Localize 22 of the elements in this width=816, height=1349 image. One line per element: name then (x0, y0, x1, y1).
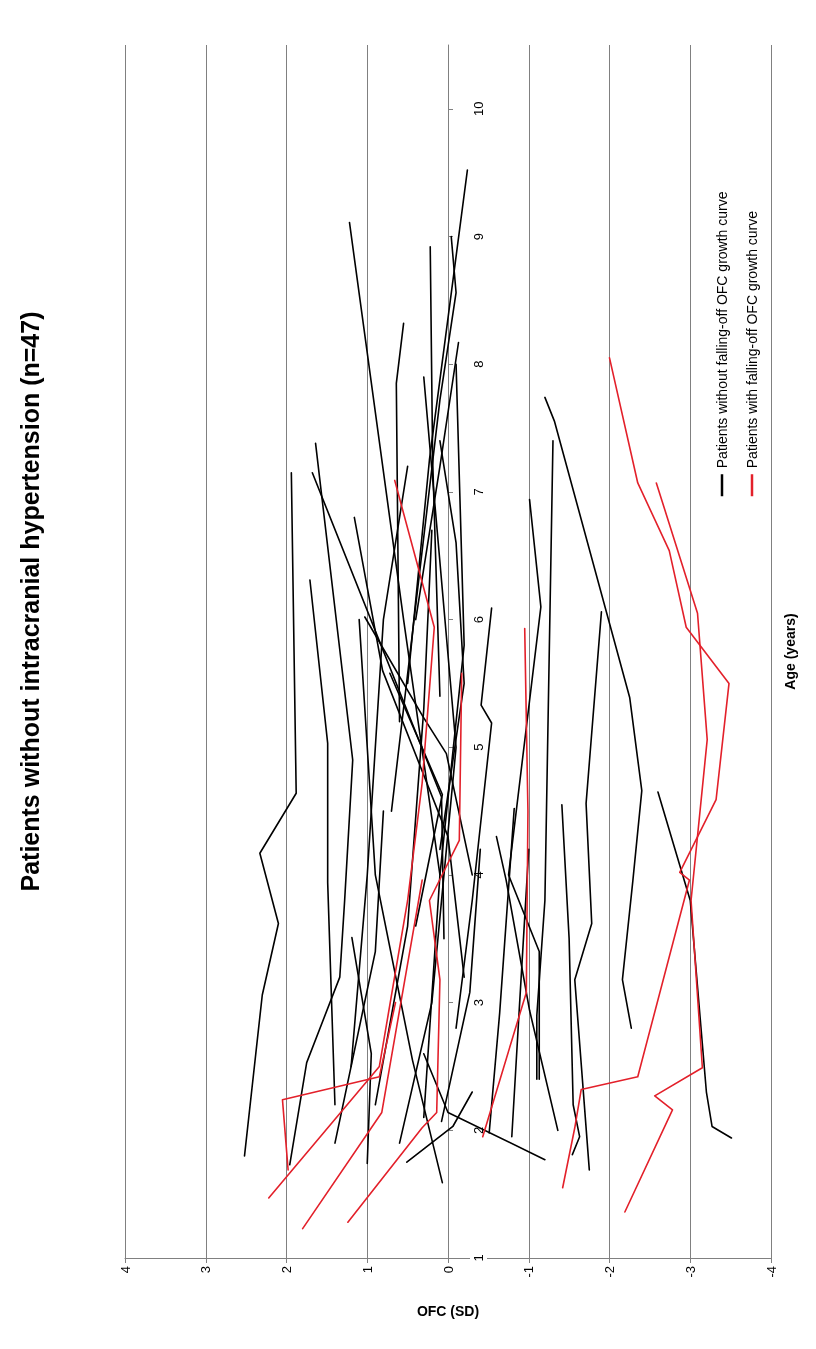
y-tick-label: 6 (471, 615, 486, 624)
x-tick-label: -2 (602, 1266, 617, 1278)
y-tick-label: 8 (471, 360, 486, 368)
y-tick-label: 10 (471, 101, 486, 117)
y-axis-title: Age (years) (782, 613, 798, 690)
text: Patients without falling-off OFC growth curve (714, 191, 730, 469)
x-tick-label: 3 (198, 1266, 214, 1274)
y-tick-label: 3 (471, 999, 486, 1007)
x-tick-label: 4 (117, 1266, 133, 1274)
x-tick-label: -3 (682, 1266, 698, 1278)
y-tick-label: 7 (471, 488, 486, 496)
y-tick-label: 5 (471, 743, 486, 751)
y-tick-label: 1 (471, 1254, 486, 1262)
text: Patients without intracranial hypertension (n=47) (16, 311, 44, 892)
text: Patients with falling-off OFC growth curve (744, 210, 760, 469)
x-tick-label: 1 (359, 1266, 375, 1274)
x-tick-label: -4 (763, 1266, 779, 1278)
y-tick-label: 9 (471, 232, 486, 241)
x-tick-label: 0 (440, 1266, 456, 1274)
x-tick-label: -1 (521, 1266, 537, 1278)
x-tick-label: 2 (279, 1266, 294, 1274)
x-axis-title: OFC (SD) (416, 1303, 480, 1319)
